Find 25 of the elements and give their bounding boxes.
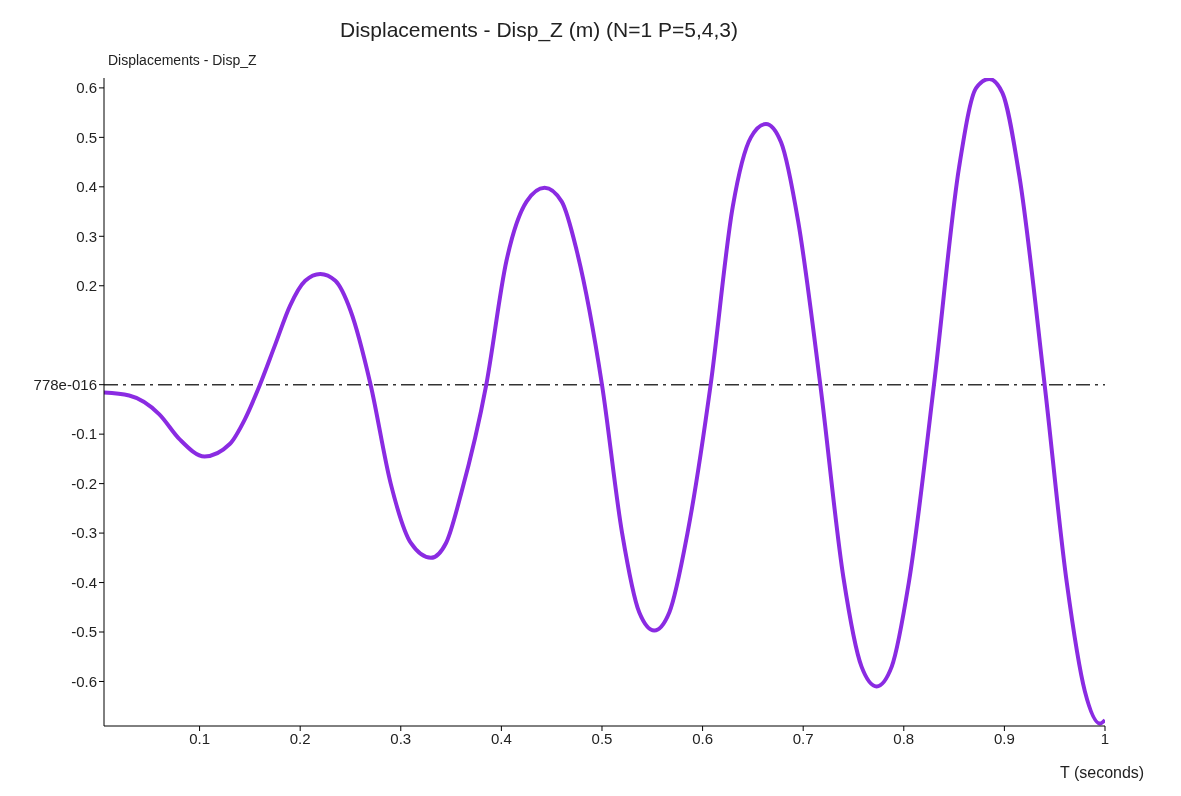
y-tick-label: -0.3	[71, 524, 97, 542]
y-tick-label: 0.4	[76, 178, 97, 196]
x-axis-title: T (seconds)	[1060, 764, 1145, 782]
y-tick-label: 0.6	[76, 79, 97, 97]
x-tick-label: 0.1	[189, 729, 210, 747]
y-tick-label: -0.5	[71, 623, 97, 641]
x-tick-label: 0.8	[893, 729, 915, 747]
y-tick-label: -0.6	[71, 672, 97, 690]
y-tick-label: 0.3	[76, 227, 97, 245]
chart-title: Displacements - Disp_Z (m) (N=1 P=5,4,3)	[340, 18, 738, 42]
x-tick-label: 0.2	[289, 729, 311, 747]
x-tick-label: 0.5	[591, 729, 613, 747]
x-tick-label: 0.7	[792, 729, 814, 747]
x-tick-label: 1	[1100, 729, 1110, 747]
x-tick-label: 0.4	[490, 729, 512, 747]
y-axis-title: Displacements - Disp_Z	[108, 52, 257, 68]
x-tick-label: 0.6	[692, 729, 714, 747]
y-tick-label: -0.1	[71, 425, 97, 443]
x-tick-label: 0.3	[390, 729, 412, 747]
y-tick-label: -0.2	[71, 474, 97, 492]
y-tick-label: 0.5	[76, 128, 97, 146]
y-tick-label: 778e-016	[33, 376, 97, 394]
y-tick-label: -0.4	[71, 573, 97, 591]
x-tick-label: 0.9	[993, 729, 1015, 747]
y-tick-label: 0.2	[76, 277, 97, 295]
